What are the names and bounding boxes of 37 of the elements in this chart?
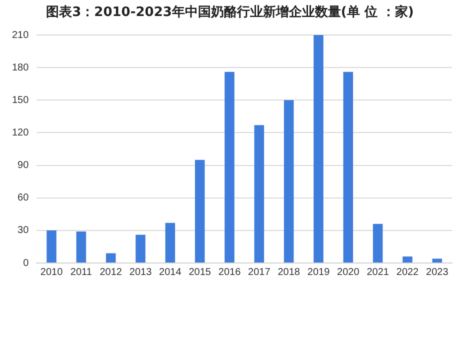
x-tick-label: 2020 [337, 266, 360, 278]
x-tick-label: 2017 [248, 266, 271, 278]
x-tick-label: 2015 [188, 266, 212, 278]
y-tick-label: 180 [12, 62, 30, 74]
y-tick-label: 0 [23, 258, 30, 269]
y-tick-label: 60 [18, 192, 30, 204]
bar [314, 35, 324, 262]
x-tick-label: 2012 [100, 266, 122, 278]
chart-title: 图表3：2010-2023年中国奶酪行业新增企业数量(单 位 ：家) [45, 4, 415, 21]
x-tick-label: 2014 [159, 266, 182, 278]
bar [76, 232, 86, 262]
x-tick-label: 2011 [70, 266, 92, 278]
x-tick-label: 2019 [307, 266, 330, 278]
bar [402, 256, 412, 262]
bar [284, 100, 294, 262]
bar [194, 160, 205, 262]
bar [106, 253, 116, 262]
bar [46, 230, 56, 262]
bar [372, 224, 383, 262]
bar [136, 234, 146, 262]
y-tick-label: 150 [12, 94, 30, 106]
x-tick-label: 2018 [278, 266, 300, 278]
x-tick-label: 2021 [366, 266, 390, 278]
y-tick-label: 120 [12, 127, 30, 138]
bar [165, 222, 176, 262]
y-tick-label: 210 [12, 30, 30, 41]
x-tick-label: 2013 [129, 266, 152, 278]
bar [343, 72, 354, 262]
x-tick-label: 2022 [396, 266, 420, 278]
y-tick-label: 90 [18, 160, 30, 172]
x-tick-label: 2016 [218, 266, 242, 278]
y-tick-label: 30 [18, 225, 30, 236]
x-tick-label: 2023 [426, 266, 449, 278]
bar [224, 72, 234, 262]
bar [254, 125, 264, 262]
bar [432, 258, 442, 262]
x-tick-label: 2010 [40, 266, 64, 278]
